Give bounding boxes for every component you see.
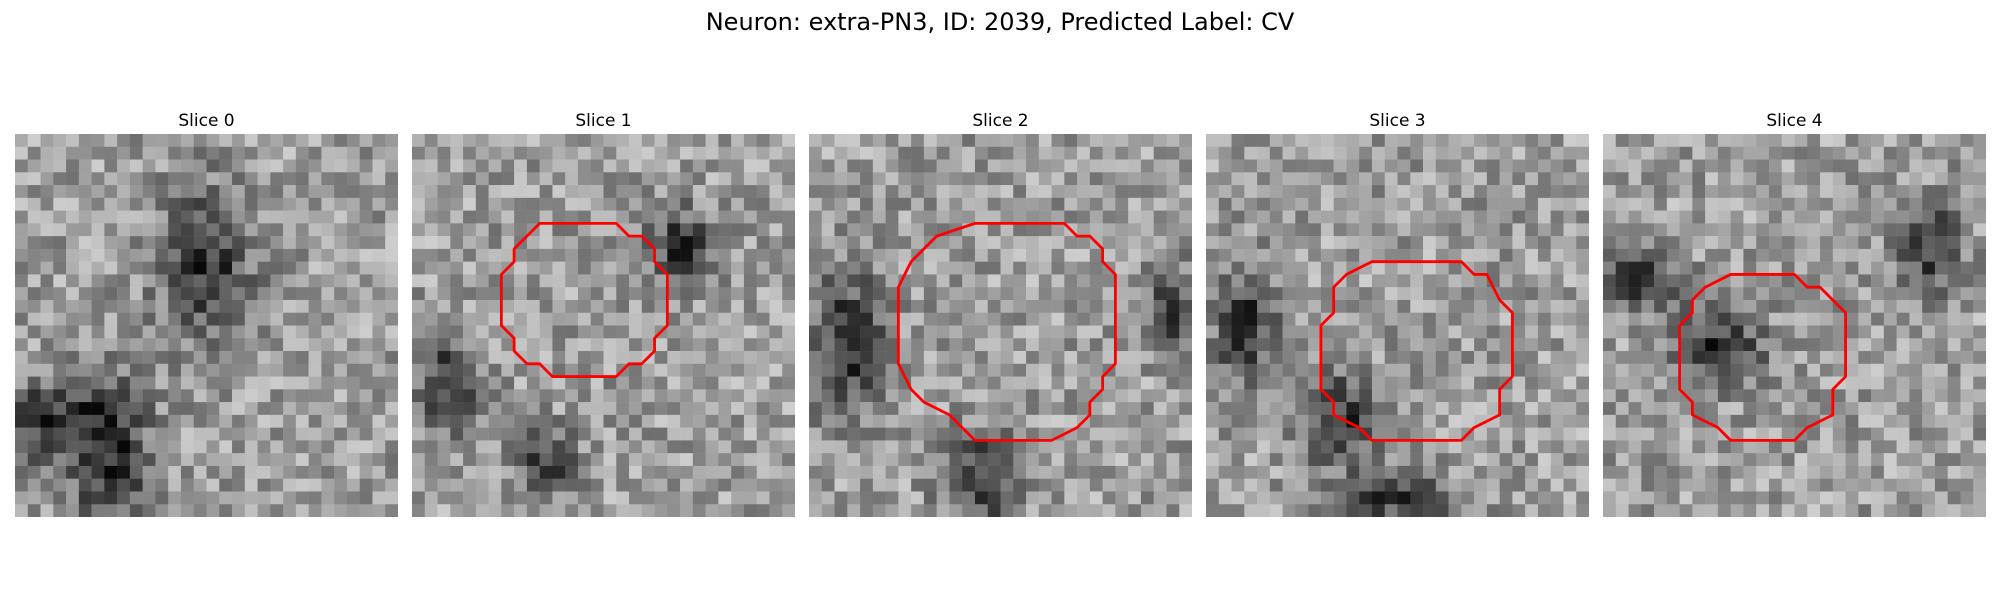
pixel-grid (15, 134, 398, 517)
figure-title: Neuron: extra-PN3, ID: 2039, Predicted L… (705, 8, 1295, 36)
slice-panel: Slice 2 (809, 108, 1192, 517)
slice-panel: Slice 1 (412, 108, 795, 517)
slice-image (412, 134, 795, 517)
pixel-grid (412, 134, 795, 517)
pixel-grid (809, 134, 1192, 517)
slice-panel: Slice 0 (15, 108, 398, 517)
slice-title: Slice 1 (575, 111, 632, 131)
pixel-grid (1206, 134, 1589, 517)
slice-image (15, 134, 398, 517)
roi-contour (499, 221, 669, 378)
slice-title: Slice 2 (972, 111, 1029, 131)
slice-title: Slice 3 (1369, 111, 1426, 131)
slice-title: Slice 4 (1766, 111, 1823, 131)
slice-panel: Slice 3 (1206, 108, 1589, 517)
slice-image (809, 134, 1192, 517)
pixel-grid (1603, 134, 1986, 517)
roi-contour (1678, 273, 1847, 442)
slice-image (1206, 134, 1589, 517)
roi-contour (1319, 260, 1514, 442)
slice-image (1603, 134, 1986, 517)
slice-panel: Slice 4 (1603, 108, 1986, 517)
slice-title: Slice 0 (178, 111, 235, 131)
roi-contour (896, 221, 1117, 442)
